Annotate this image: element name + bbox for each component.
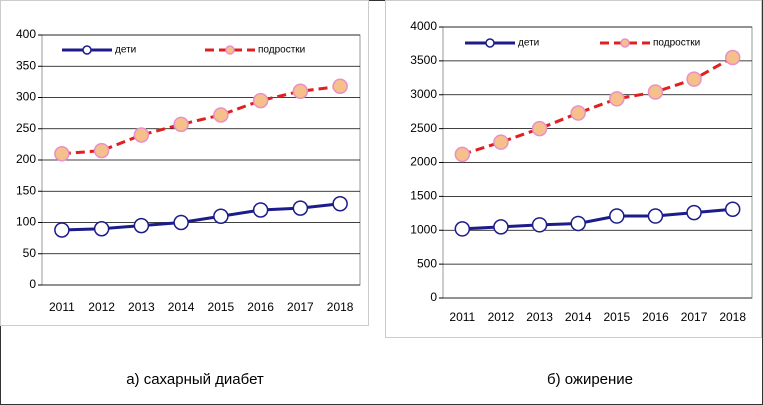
chart-frame: [0, 0, 369, 326]
x-tick-label: 2016: [642, 310, 669, 324]
legend-label: подростки: [653, 38, 700, 49]
data-point: [93, 221, 110, 237]
data-point: [493, 219, 509, 235]
data-point: [493, 134, 509, 150]
y-tick-label: 3500: [410, 53, 437, 67]
y-tick-label: 1500: [410, 189, 437, 203]
data-point: [686, 204, 702, 221]
data-point: [647, 208, 664, 224]
data-point: [173, 214, 189, 231]
legend-marker: [82, 45, 92, 55]
data-point: [173, 116, 189, 133]
y-tick-label: 1000: [410, 222, 437, 236]
data-point: [724, 201, 741, 217]
legend-marker: [225, 45, 235, 55]
x-tick-label: 2017: [287, 300, 314, 314]
y-tick-label: 0: [29, 277, 36, 291]
y-tick-label: 100: [16, 215, 36, 229]
data-point: [133, 217, 150, 234]
data-point: [292, 200, 309, 216]
x-tick-label: 2017: [681, 310, 708, 324]
legend-label: подростки: [258, 45, 305, 56]
legend-marker: [485, 38, 495, 48]
caption: а) сахарный диабет: [126, 371, 264, 388]
y-tick-label: 4000: [410, 19, 437, 33]
x-tick-label: 2013: [128, 300, 155, 314]
x-tick-label: 2013: [526, 310, 553, 324]
x-tick-label: 2012: [88, 300, 115, 314]
y-tick-label: 150: [16, 183, 36, 197]
data-point: [454, 146, 471, 163]
data-point: [454, 221, 471, 237]
data-point: [332, 78, 348, 94]
data-point: [133, 127, 150, 143]
data-point: [292, 83, 309, 99]
data-point: [686, 71, 702, 87]
x-tick-label: 2015: [603, 310, 630, 324]
data-point: [531, 217, 548, 233]
y-tick-label: 0: [430, 290, 437, 304]
x-tick-label: 2014: [168, 300, 195, 314]
data-point: [54, 222, 70, 238]
y-tick-label: 250: [16, 121, 36, 135]
y-tick-label: 400: [16, 27, 36, 41]
x-tick-label: 2014: [565, 310, 592, 324]
data-point: [531, 120, 548, 137]
data-point: [570, 215, 586, 232]
x-tick-label: 2015: [208, 300, 235, 314]
y-tick-label: 300: [16, 90, 36, 104]
data-point: [252, 92, 269, 109]
y-tick-label: 50: [23, 246, 37, 260]
x-tick-label: 2018: [719, 310, 746, 324]
x-tick-label: 2016: [247, 300, 274, 314]
data-point: [332, 196, 348, 212]
y-tick-label: 3000: [410, 87, 437, 101]
chart-frame: [385, 0, 762, 338]
x-tick-label: 2018: [327, 300, 354, 314]
data-point: [647, 84, 664, 100]
caption: б) ожирение: [547, 371, 633, 388]
data-point: [252, 202, 269, 218]
data-point: [54, 146, 70, 162]
x-tick-label: 2011: [449, 310, 475, 324]
x-tick-label: 2011: [49, 300, 75, 314]
data-point: [724, 49, 741, 66]
data-point: [213, 208, 229, 224]
y-tick-label: 500: [417, 256, 437, 270]
x-tick-label: 2012: [488, 310, 515, 324]
y-tick-label: 2500: [410, 121, 437, 135]
y-tick-label: 2000: [410, 155, 437, 169]
legend-label: дети: [115, 45, 136, 56]
data-point: [93, 142, 110, 159]
data-point: [609, 208, 625, 224]
legend-label: дети: [518, 38, 539, 49]
data-point: [570, 105, 586, 121]
y-tick-label: 350: [16, 58, 36, 72]
legend-marker: [620, 38, 630, 48]
data-point: [213, 107, 229, 123]
y-tick-label: 200: [16, 152, 36, 166]
data-point: [609, 91, 625, 107]
